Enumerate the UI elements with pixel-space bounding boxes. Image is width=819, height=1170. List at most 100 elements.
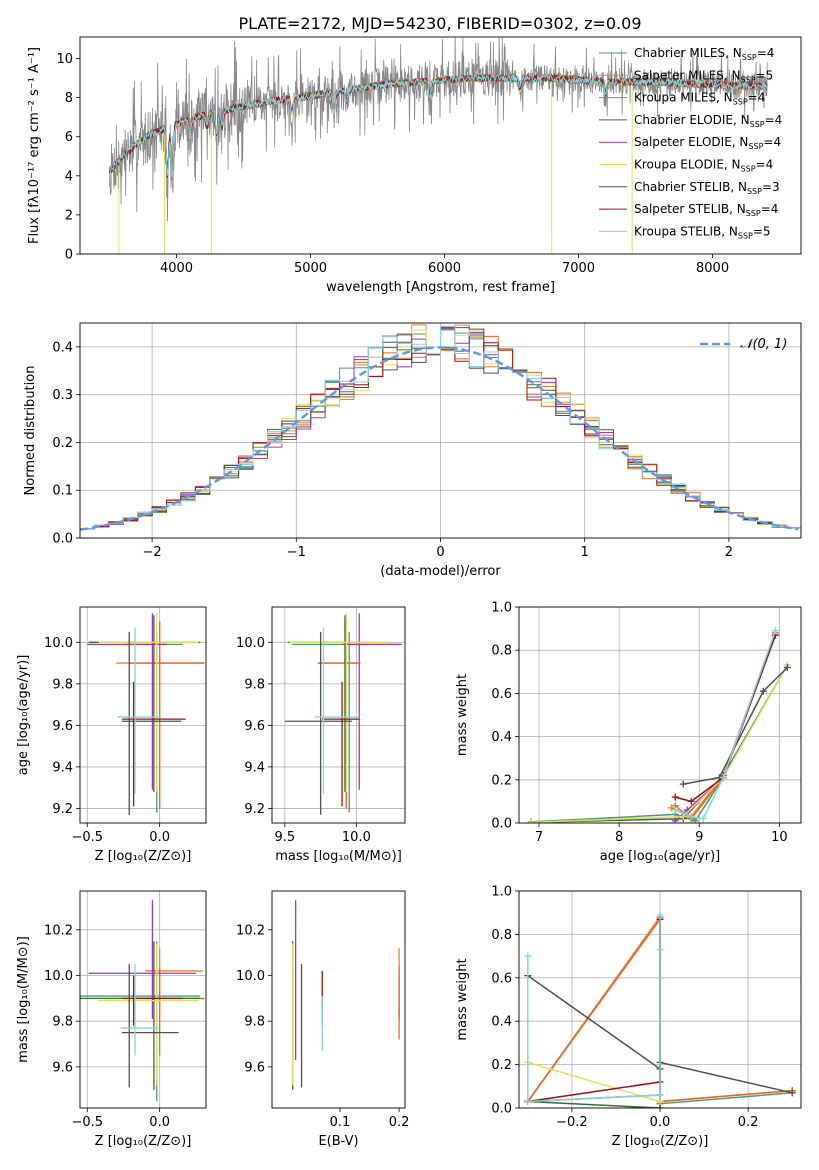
axes-frame (271, 890, 406, 1109)
data-point (783, 663, 791, 671)
data-point (771, 627, 779, 635)
x-tick-label: 9 (695, 830, 703, 845)
legend-entry: Chabrier ELODIE, NSSP=4 (634, 113, 782, 129)
plot-area-weight-vs-age (527, 627, 791, 823)
y-axis-label: Normed distribution (23, 366, 38, 496)
panel-residuals: −2 −1 0 1 2 0.0 0.1 0.2 0.3 0.4 (data-model)/error… (23, 322, 802, 579)
y-tick-label: 4 (65, 169, 73, 184)
data-point (524, 952, 532, 960)
legend-entry: Kroupa ELODIE, NSSP=4 (634, 158, 773, 174)
data-point (671, 806, 679, 814)
x-tick-label: 4000 (160, 261, 193, 276)
legend-entry: Chabrier STELIB, NSSP=3 (634, 180, 780, 196)
plot-area-mass-vs-ebv (292, 900, 400, 1090)
panel-mass-vs-ebv: 0.1 0.2 9.6 9.8 10.0 10.2 E(B-V) (236, 890, 410, 1149)
y-axis-label: age [log₁₀(age/yr)] (16, 655, 31, 776)
legend-entry: Salpeter ELODIE, NSSP=4 (634, 135, 781, 151)
panel-mass-vs-Z: −0.5 0.0 9.6 9.8 10.0 10.2 Z [log₁₀(Z/Z⊙)] mass… (16, 890, 207, 1149)
data-point (524, 1097, 532, 1105)
x-tick-label: 9.5 (275, 830, 296, 845)
legend-entry: Salpeter MILES, NSSP=5 (634, 68, 773, 84)
y-tick-label: 0.0 (491, 817, 512, 832)
data-point (679, 780, 687, 788)
y-tick-label: 0.0 (491, 1102, 512, 1117)
y-tick-label: 10.0 (44, 969, 73, 984)
plot-area-mass-vs-Z (80, 900, 205, 1102)
x-axis-label: mass [log₁₀(M/M⊙)] (275, 849, 402, 864)
marker-kroupa-elodie (97, 943, 199, 1086)
series-line-kroupa-elodie (527, 949, 661, 1103)
series-line-salpeter-elodie (674, 634, 777, 822)
y-tick-label: 9.8 (52, 1015, 73, 1030)
x-axis-label: E(B-V) (318, 1134, 358, 1149)
y-tick-label: 10.0 (44, 636, 73, 651)
data-point (671, 793, 679, 801)
data-point (656, 1091, 664, 1099)
y-tick-label: 10.2 (44, 923, 73, 938)
y-tick-label: 8 (65, 91, 73, 106)
data-point (699, 815, 707, 823)
y-axis-label: mass weight (455, 958, 470, 1040)
x-axis-label: (data-model)/error (380, 564, 501, 579)
marker-salpeter-elodie (342, 613, 403, 790)
x-tick-label: −1 (287, 545, 306, 560)
series-line-kroupa-elodie (530, 664, 789, 823)
x-tick-label: 0.1 (330, 1115, 351, 1130)
axes-frame (518, 890, 802, 1109)
plot-area-age-vs-Z (87, 613, 205, 815)
x-tick-label: 0.2 (389, 1115, 410, 1130)
data-point (656, 1104, 664, 1108)
y-tick-label: 0.0 (52, 532, 73, 547)
y-tick-label: 9.2 (244, 802, 265, 817)
y-tick-label: 0.8 (491, 928, 512, 943)
data-point (691, 817, 699, 823)
plot-area-age-vs-mass (284, 613, 403, 815)
y-tick-label: 9.2 (52, 802, 73, 817)
y-tick-label: 1.0 (491, 885, 512, 900)
marker-salpeter-stelib (122, 975, 183, 1026)
marker-salpeter-miles (317, 621, 361, 809)
y-tick-label: 9.8 (52, 677, 73, 692)
y-axis-label: mass [log₁₀(M/M⊙)] (16, 936, 31, 1063)
axes-frame (518, 606, 802, 824)
marker-salpeter-elodie (87, 613, 167, 790)
series-line-chabrier-stelib (683, 666, 788, 785)
marker-chabrier-stelib (122, 631, 182, 815)
series-line-salpeter-miles (670, 632, 777, 818)
axes-frame (79, 36, 802, 255)
marker-kroupa-elodie (289, 613, 390, 792)
legend-entry: Kroupa STELIB, NSSP=5 (634, 224, 771, 240)
plot-area-weight-vs-Z (524, 911, 796, 1108)
x-tick-label: −0.2 (556, 1115, 588, 1130)
axes-frame (79, 890, 207, 1109)
x-tick-label: 1 (581, 545, 589, 560)
x-tick-label: −2 (143, 545, 162, 560)
x-tick-label: 7000 (562, 261, 595, 276)
marker-kroupa-miles (127, 966, 205, 1056)
y-tick-label: 0.2 (491, 773, 512, 788)
x-axis-label: wavelength [Angstrom, rest frame] (326, 280, 555, 295)
x-tick-label: 10 (771, 830, 788, 845)
axes-frame (271, 606, 406, 824)
data-point (759, 687, 767, 695)
x-axis-label: Z [log₁₀(Z/Z⊙)] (612, 1134, 709, 1149)
y-tick-label: 6 (65, 130, 73, 145)
y-tick-label: 9.8 (244, 677, 265, 692)
x-tick-label: 2 (725, 545, 733, 560)
plot-area-spectrum (109, 37, 768, 254)
x-tick-label: 7 (535, 830, 543, 845)
series-line-chabrier-elodie (530, 664, 789, 823)
y-tick-label: 10.0 (236, 636, 265, 651)
series-line-chabrier-miles (530, 632, 777, 823)
y-tick-label: 0.2 (52, 436, 73, 451)
y-tick-label: 0.1 (52, 484, 73, 499)
legend-entry: Kroupa MILES, NSSP=4 (634, 91, 765, 107)
y-tick-label: 9.6 (244, 1060, 265, 1075)
y-tick-label: 10 (56, 52, 73, 67)
marker-chabrier-elodie (80, 941, 201, 1090)
y-tick-label: 9.6 (52, 1060, 73, 1075)
x-tick-label: −0.5 (71, 1115, 103, 1130)
y-tick-label: 0.6 (491, 687, 512, 702)
marker-salpeter-stelib (322, 681, 360, 807)
